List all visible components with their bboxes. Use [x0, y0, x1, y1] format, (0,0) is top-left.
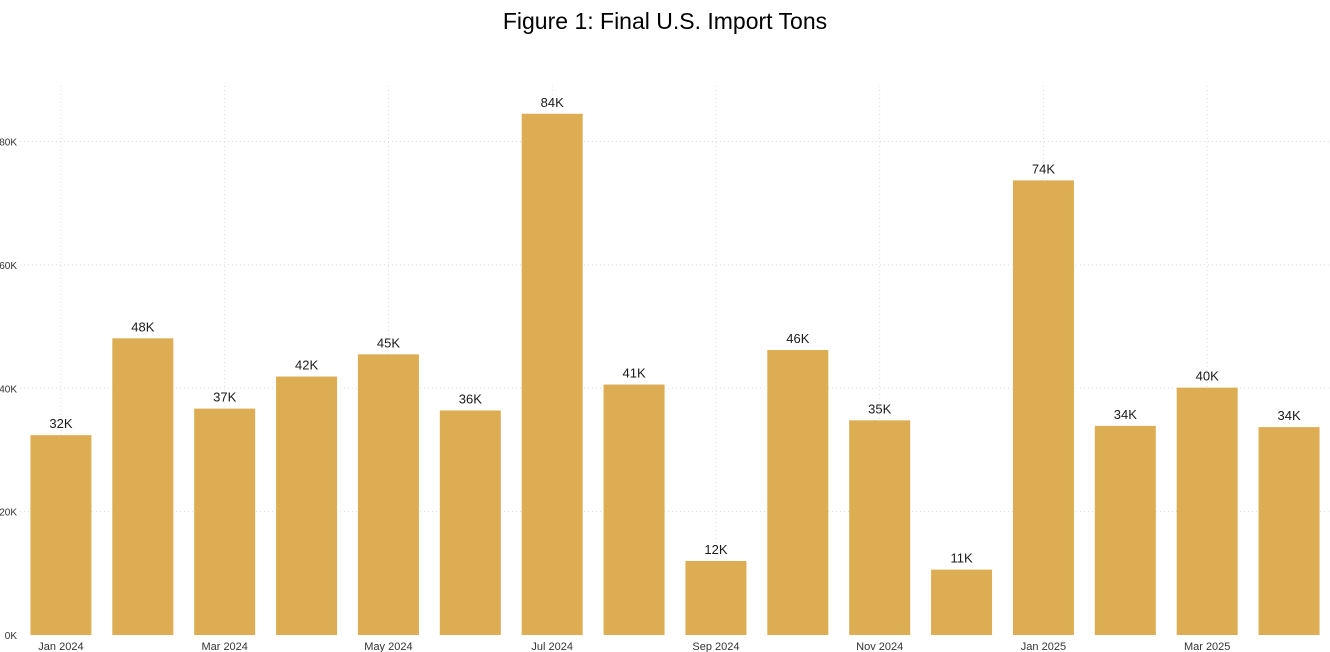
y-tick-label: 0K — [5, 631, 18, 642]
bar — [685, 560, 747, 635]
data-label: 46K — [786, 331, 809, 346]
x-tick-label: Mar 2024 — [201, 641, 247, 652]
bar — [931, 569, 993, 635]
data-label: 45K — [377, 335, 400, 350]
bar — [1258, 427, 1320, 635]
data-label: 34K — [1114, 407, 1137, 422]
y-tick-label: 60K — [0, 261, 17, 272]
bar — [276, 376, 338, 635]
data-label: 35K — [868, 401, 891, 416]
bar — [30, 435, 92, 635]
bar — [1012, 180, 1074, 635]
bar — [1176, 387, 1238, 635]
data-labels: 32K 48K 37K 42K 45K 36K 84K 41K 12K 46K 35K 11K 74K 3… — [49, 95, 1301, 566]
y-tick-label: 80K — [0, 138, 17, 149]
x-tick-label: Sep 2024 — [692, 641, 739, 652]
bar — [112, 338, 174, 635]
y-axis-ticks: 0K 20K 40K 60K 80K — [0, 138, 17, 642]
data-label: 74K — [1032, 161, 1055, 176]
x-tick-label: May 2024 — [364, 641, 412, 652]
bar — [767, 350, 829, 635]
bars — [30, 113, 1320, 636]
bar — [849, 420, 911, 635]
data-label: 32K — [49, 416, 72, 431]
bar — [194, 408, 256, 635]
bar — [439, 410, 501, 635]
data-label: 41K — [622, 366, 645, 381]
data-label: 37K — [213, 390, 236, 405]
data-label: 42K — [295, 358, 318, 373]
data-label: 12K — [704, 542, 727, 557]
bar — [1094, 425, 1156, 635]
data-label: 84K — [541, 95, 564, 110]
x-tick-label: Jul 2024 — [531, 641, 573, 652]
bar — [521, 113, 583, 636]
data-label: 48K — [131, 319, 154, 334]
x-tick-label: Nov 2024 — [856, 641, 903, 652]
chart-title: Figure 1: Final U.S. Import Tons — [502, 8, 828, 34]
x-axis-ticks: Jan 2024 Mar 2024 May 2024 Jul 2024 Sep 2024… — [38, 641, 1230, 652]
data-label: 36K — [459, 391, 482, 406]
x-tick-label: Jan 2025 — [1021, 641, 1066, 652]
bar — [603, 384, 665, 635]
data-label: 40K — [1196, 369, 1219, 384]
x-tick-label: Mar 2025 — [1184, 641, 1230, 652]
data-label: 11K — [950, 551, 972, 566]
y-tick-label: 20K — [0, 508, 17, 519]
y-tick-label: 40K — [0, 384, 17, 395]
bar — [357, 354, 419, 635]
x-tick-label: Jan 2024 — [38, 641, 83, 652]
data-label: 34K — [1277, 408, 1300, 423]
